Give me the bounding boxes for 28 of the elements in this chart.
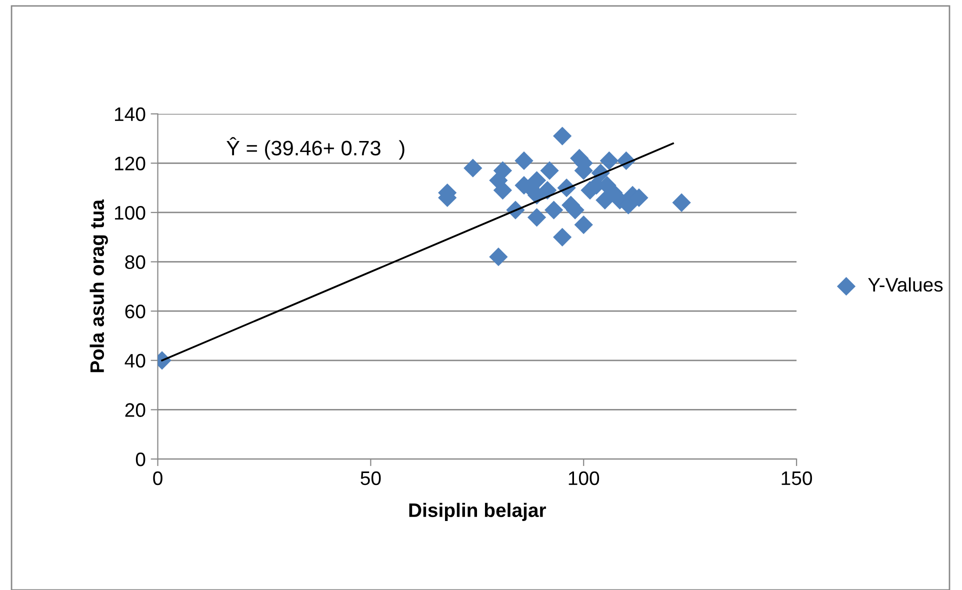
y-tick-label: 0 bbox=[136, 452, 146, 466]
point bbox=[540, 161, 559, 180]
point bbox=[489, 248, 508, 266]
x-tick-label: 150 bbox=[782, 471, 812, 486]
y-tick-label: 100 bbox=[115, 206, 146, 220]
point bbox=[553, 126, 572, 146]
legend-label: Y-Values bbox=[868, 277, 943, 292]
y-tick-label: 140 bbox=[115, 107, 146, 122]
x-axis-title: Disiplin belajar bbox=[409, 502, 546, 521]
point bbox=[672, 193, 691, 212]
point bbox=[464, 158, 482, 178]
y-tick-label: 80 bbox=[125, 255, 146, 270]
point bbox=[538, 180, 557, 200]
y-tick-label: 120 bbox=[115, 156, 146, 170]
y-tick-label: 60 bbox=[125, 304, 146, 318]
point bbox=[514, 151, 534, 170]
x-tick-label: 50 bbox=[360, 471, 381, 486]
y-tick-label: 20 bbox=[125, 403, 146, 417]
y-axis-title: Pola asuh orag tua bbox=[90, 199, 108, 372]
point bbox=[574, 215, 593, 234]
y-tick-label: 40 bbox=[124, 354, 146, 368]
x-tick-label: 0 bbox=[153, 471, 162, 486]
annotation: Ŷ = (39.46+ 0.73 ) bbox=[226, 137, 404, 160]
point bbox=[527, 208, 546, 227]
point bbox=[553, 228, 572, 246]
x-tick-label: 100 bbox=[568, 471, 600, 486]
point bbox=[544, 200, 564, 220]
point bbox=[600, 151, 618, 170]
